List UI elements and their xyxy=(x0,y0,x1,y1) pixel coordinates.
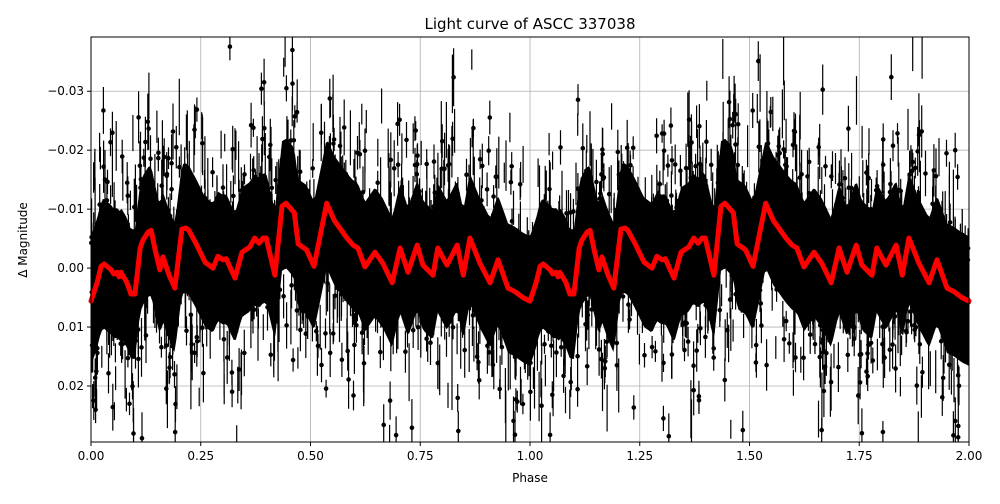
x-tick-label: 1.75 xyxy=(846,449,873,463)
y-axis-ticks: −0.03 −0.02 −0.01 0.00 0.01 0.02 xyxy=(47,84,91,393)
x-axis-label: Phase xyxy=(512,471,548,485)
model-curve xyxy=(88,200,972,304)
y-axis-label: Δ Magnitude xyxy=(16,202,30,278)
x-tick-label: 1.00 xyxy=(517,449,544,463)
x-tick-label: 2.00 xyxy=(956,449,983,463)
x-tick-label: 0.00 xyxy=(78,449,105,463)
y-tick-label: −0.03 xyxy=(47,84,84,98)
x-tick-label: 0.25 xyxy=(187,449,214,463)
x-axis-ticks: 0.00 0.25 0.50 0.75 1.00 1.25 1.50 1.75 2.00 xyxy=(78,442,983,463)
observation-points xyxy=(89,37,971,442)
chart-title: Light curve of ASCC 337038 xyxy=(425,15,636,33)
y-tick-label: 0.02 xyxy=(57,379,84,393)
x-tick-label: 0.75 xyxy=(407,449,434,463)
y-tick-label: 0.01 xyxy=(57,320,84,334)
model-line xyxy=(88,200,972,304)
x-tick-label: 0.50 xyxy=(297,449,324,463)
x-tick-label: 1.50 xyxy=(736,449,763,463)
x-tick-label: 1.25 xyxy=(626,449,653,463)
dense-data-band xyxy=(91,138,969,366)
y-tick-label: −0.02 xyxy=(47,143,84,157)
y-tick-label: 0.00 xyxy=(57,261,84,275)
y-tick-label: −0.01 xyxy=(47,202,84,216)
